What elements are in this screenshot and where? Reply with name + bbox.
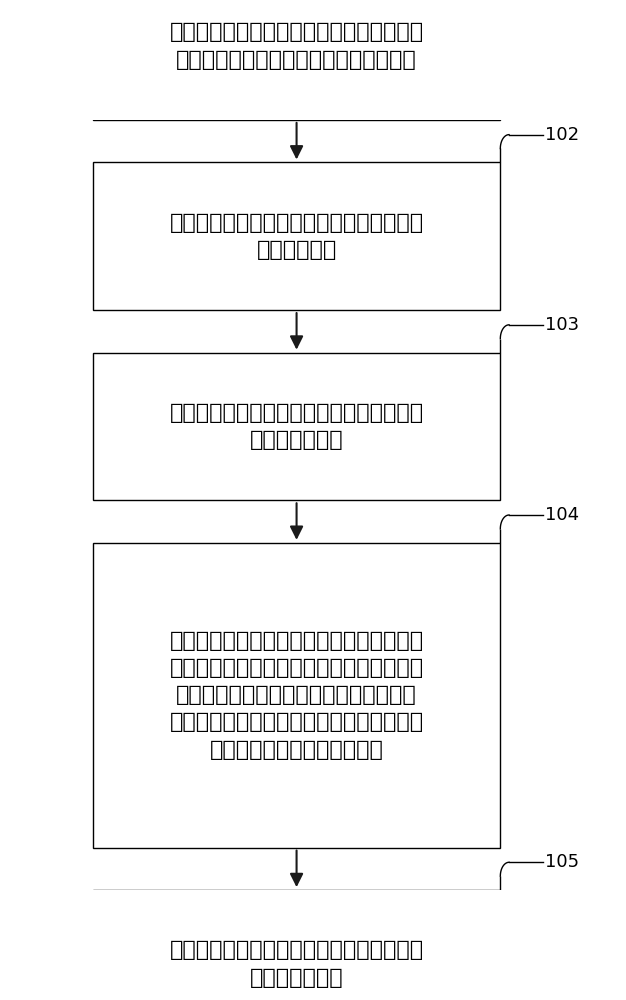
FancyBboxPatch shape: [93, 543, 500, 848]
Text: 获取所述横向弛豫时间、第一孔隙度分量和
第一孔隙度累积三者之间的第一映射关系: 获取所述横向弛豫时间、第一孔隙度分量和 第一孔隙度累积三者之间的第一映射关系: [170, 22, 424, 70]
FancyBboxPatch shape: [93, 353, 500, 500]
FancyBboxPatch shape: [93, 162, 500, 310]
Text: 105: 105: [545, 853, 580, 871]
Text: 根据所述分量比值对核磁共振孔隙度测量数
据进行校正计算: 根据所述分量比值对核磁共振孔隙度测量数 据进行校正计算: [170, 940, 424, 988]
Text: 103: 103: [545, 316, 580, 334]
FancyBboxPatch shape: [93, 0, 500, 120]
Text: 102: 102: [545, 126, 580, 144]
Text: 获取所述毛细管半径与所述第二孔隙度分量
的第三映射关系: 获取所述毛细管半径与所述第二孔隙度分量 的第三映射关系: [170, 403, 424, 450]
Text: 104: 104: [545, 506, 580, 524]
Text: 获取所述毛细管半径与所述横向弛豫时间的
第二映射关系: 获取所述毛细管半径与所述横向弛豫时间的 第二映射关系: [170, 213, 424, 260]
FancyBboxPatch shape: [93, 890, 500, 1000]
Text: 根据所述第一映射关系、所述第二映射关系
和所述第三映射关系，获取所述第一孔隙度
分量与所述第二孔隙度分量之间的对应关
系，并计算对应的所述第二孔隙度分量与所
述: 根据所述第一映射关系、所述第二映射关系 和所述第三映射关系，获取所述第一孔隙度 …: [170, 631, 424, 760]
